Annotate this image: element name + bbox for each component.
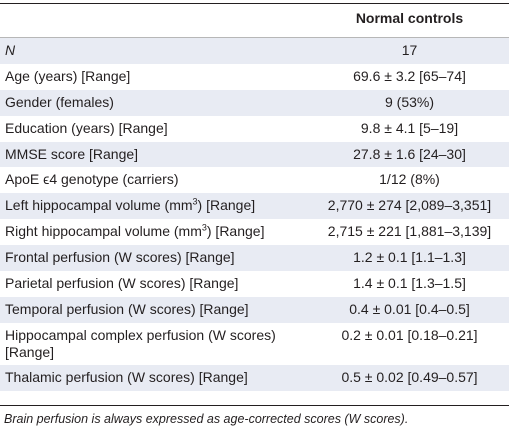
table-row: Temporal perfusion (W scores) [Range] 0.… bbox=[0, 296, 509, 323]
table-row: ApoE ϵ4 genotype (carriers) 1/12 (8%) bbox=[0, 167, 509, 193]
label-text: Right hippocampal volume (mm bbox=[5, 223, 202, 240]
table-row: Frontal perfusion (W scores) [Range] 1.2… bbox=[0, 245, 509, 272]
row-label-n: N bbox=[5, 42, 16, 58]
column-header-normal-controls: Normal controls bbox=[355, 10, 464, 26]
row-label-temporal-perfusion: Temporal perfusion (W scores) [Range] bbox=[5, 300, 249, 317]
row-value: 1.2 ± 0.1 [1.1–1.3] bbox=[353, 249, 466, 266]
row-label-left-hippocampal-volume: Left hippocampal volume (mm3) [Range] bbox=[5, 197, 305, 214]
row-label-mmse: MMSE score [Range] bbox=[5, 145, 139, 162]
table-row: Hippocampal complex perfusion (W scores)… bbox=[0, 323, 509, 365]
row-label-gender: Gender (females) bbox=[5, 93, 114, 110]
row-value: 2,770 ± 274 [2,089–3,351] bbox=[327, 197, 492, 214]
row-label-apoe: ApoE ϵ4 genotype (carriers) bbox=[5, 171, 179, 188]
row-value: 2,715 ± 221 [1,881–3,139] bbox=[327, 223, 492, 240]
row-value: 0.4 ± 0.01 [0.4–0.5] bbox=[349, 300, 470, 317]
row-value: 27.8 ± 1.6 [24–30] bbox=[353, 145, 466, 162]
table-row: Right hippocampal volume (mm3) [Range] 2… bbox=[0, 219, 509, 245]
superscript: 3 bbox=[201, 222, 207, 233]
row-label-parietal-perfusion: Parietal perfusion (W scores) [Range] bbox=[5, 275, 239, 292]
row-label-right-hippocampal-volume: Right hippocampal volume (mm3) [Range] bbox=[5, 223, 305, 240]
row-value: 17 bbox=[401, 42, 418, 58]
header-rule bbox=[0, 37, 509, 38]
row-label-education: Education (years) [Range] bbox=[5, 119, 168, 136]
row-value: 1.4 ± 0.1 [1.3–1.5] bbox=[353, 275, 466, 292]
superscript: 3 bbox=[192, 196, 198, 207]
label-text: ) [Range] bbox=[197, 197, 256, 214]
label-line: Hippocampal complex perfusion (W scores) bbox=[5, 326, 276, 343]
label-text: ) [Range] bbox=[206, 223, 265, 240]
row-label-thalamic-perfusion: Thalamic perfusion (W scores) [Range] bbox=[5, 368, 248, 385]
table-footnote: Brain perfusion is always expressed as a… bbox=[4, 412, 409, 426]
row-label-frontal-perfusion: Frontal perfusion (W scores) [Range] bbox=[5, 249, 235, 266]
bottom-rule bbox=[0, 405, 509, 406]
row-value: 0.2 ± 0.01 [0.18–0.21] bbox=[341, 326, 478, 343]
table-row: Education (years) [Range] 9.8 ± 4.1 [5–1… bbox=[0, 116, 509, 142]
row-value: 0.5 ± 0.02 [0.49–0.57] bbox=[341, 368, 478, 385]
table-body: N 17 Age (years) [Range] 69.6 ± 3.2 [65–… bbox=[0, 38, 509, 391]
row-value: 9.8 ± 4.1 [5–19] bbox=[360, 119, 459, 136]
table-row: MMSE score [Range] 27.8 ± 1.6 [24–30] bbox=[0, 141, 509, 168]
row-value: 9 (53%) bbox=[384, 93, 435, 110]
row-value: 69.6 ± 3.2 [65–74] bbox=[353, 67, 466, 84]
label-line: [Range] bbox=[5, 343, 55, 360]
row-label-age: Age (years) [Range] bbox=[5, 67, 131, 84]
table-row: Left hippocampal volume (mm3) [Range] 2,… bbox=[0, 193, 509, 220]
table-row: Thalamic perfusion (W scores) [Range] 0.… bbox=[0, 364, 509, 391]
table-row: Gender (females) 9 (53%) bbox=[0, 89, 509, 116]
row-value: 1/12 (8%) bbox=[379, 171, 440, 188]
top-rule bbox=[0, 3, 509, 4]
row-label-hippocampal-complex-perfusion: Hippocampal complex perfusion (W scores)… bbox=[5, 327, 305, 361]
table-row: Parietal perfusion (W scores) [Range] 1.… bbox=[0, 271, 509, 297]
label-text: Left hippocampal volume (mm bbox=[5, 197, 193, 214]
table-row: Age (years) [Range] 69.6 ± 3.2 [65–74] bbox=[0, 64, 509, 90]
table-row: N 17 bbox=[0, 38, 509, 64]
